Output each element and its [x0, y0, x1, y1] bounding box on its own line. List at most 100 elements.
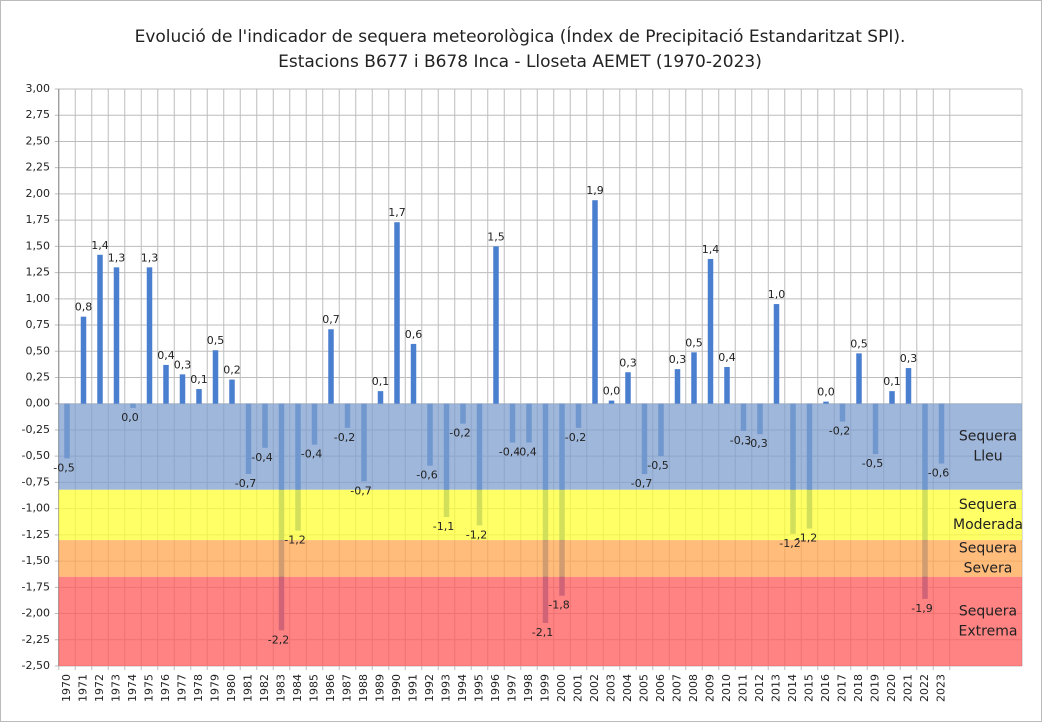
bar: [212, 350, 219, 404]
band-label: Lleu: [973, 449, 1002, 465]
data-label: 1,7: [388, 206, 406, 219]
x-tick-label: 2008: [687, 674, 700, 702]
x-tick-label: 2007: [671, 674, 684, 702]
bar: [377, 391, 384, 404]
x-tick-label: 1981: [242, 674, 255, 702]
y-tick-label: -1,50: [22, 554, 50, 567]
x-tick-label: 2002: [588, 674, 601, 702]
x-tick-label: 1982: [258, 674, 271, 702]
y-tick-label: 0,25: [26, 371, 51, 384]
data-label: -0,4: [515, 446, 536, 459]
x-tick-label: 1998: [522, 674, 535, 702]
data-label: 1,9: [586, 184, 604, 197]
data-label: -0,7: [235, 477, 256, 490]
data-label: 0,1: [372, 375, 390, 388]
x-tick-label: 2003: [605, 674, 618, 702]
data-label: 0,0: [121, 411, 139, 424]
data-label: -0,4: [251, 451, 272, 464]
x-tick-label: 1987: [341, 674, 354, 702]
y-tick-label: 0,50: [26, 344, 51, 357]
y-tick-label: 1,75: [26, 213, 51, 226]
data-label: -0,5: [647, 459, 668, 472]
y-tick-label: -2,50: [22, 659, 50, 672]
data-label: 0,0: [817, 386, 835, 399]
bar: [493, 246, 499, 404]
bar: [592, 200, 598, 404]
x-tick-label: 1989: [374, 674, 387, 702]
band-label: Sequera: [959, 497, 1017, 513]
x-tick-label: 1997: [506, 674, 519, 702]
x-tick-label: 2019: [869, 674, 882, 702]
data-label: 1,3: [108, 251, 126, 264]
x-tick-label: 1991: [407, 674, 420, 702]
x-tick-label: 1976: [159, 674, 172, 702]
band-label: Sequera: [959, 603, 1017, 619]
data-label: -0,2: [829, 425, 850, 438]
data-label: -0,6: [928, 467, 949, 480]
y-tick-label: -1,25: [22, 528, 50, 541]
y-tick-label: 0,75: [26, 318, 51, 331]
x-tick-label: 1999: [539, 674, 552, 702]
data-label: -0,3: [730, 434, 751, 447]
x-tick-label: 1978: [192, 674, 205, 702]
y-tick-label: -2,00: [22, 607, 50, 620]
y-tick-label: 1,50: [26, 239, 51, 252]
data-label: -1,2: [466, 528, 487, 541]
drought-band: [58, 489, 1022, 541]
y-tick-label: 2,00: [26, 187, 51, 200]
drought-band: [58, 540, 1022, 577]
bar: [773, 304, 780, 404]
x-tick-label: 1977: [176, 674, 189, 702]
x-tick-label: 2022: [918, 674, 931, 702]
x-tick-label: 1973: [110, 674, 123, 702]
x-tick-label: 1992: [423, 674, 436, 702]
data-label: 0,4: [157, 349, 175, 362]
bar: [394, 222, 400, 404]
bar: [625, 372, 631, 404]
y-tick-label: -0,25: [22, 423, 50, 436]
data-label: 1,4: [91, 239, 109, 252]
bar: [905, 368, 912, 404]
x-tick-label: 2011: [737, 674, 750, 702]
data-label: -0,4: [499, 446, 520, 459]
data-label: -0,2: [565, 431, 586, 444]
data-label: 0,2: [223, 364, 241, 377]
data-label: 0,7: [322, 313, 340, 326]
x-tick-label: 2013: [770, 674, 783, 702]
x-tick-label: 1996: [489, 674, 502, 702]
y-tick-label: 1,00: [26, 292, 51, 305]
labels: -0,50,81,41,30,01,30,40,30,10,50,2-0,7-0…: [53, 184, 1023, 646]
x-tick-label: 1974: [126, 674, 139, 702]
data-label: -0,5: [862, 457, 883, 470]
x-tick-label: 1986: [324, 674, 337, 702]
data-label: 0,1: [190, 373, 208, 386]
data-label: -0,3: [746, 437, 767, 450]
data-label: -0,5: [53, 461, 74, 474]
data-label: -1,2: [796, 532, 817, 545]
data-label: 0,3: [900, 352, 918, 365]
data-label: -0,2: [334, 431, 355, 444]
y-tick-label: 2,25: [26, 161, 51, 174]
data-label: -1,1: [433, 520, 454, 533]
bar: [691, 352, 697, 404]
x-tick-label: 2004: [621, 674, 634, 702]
bar: [146, 267, 153, 404]
data-label: 0,5: [850, 337, 868, 350]
bar: [113, 267, 120, 404]
data-label: -1,2: [284, 534, 305, 547]
data-label: -0,4: [301, 448, 322, 461]
y-tick-label: 2,50: [26, 134, 51, 147]
x-tick-label: 1975: [143, 674, 156, 702]
bar: [724, 367, 730, 404]
x-tick-label: 1983: [275, 674, 288, 702]
data-label: 0,0: [603, 385, 621, 398]
data-label: 0,5: [207, 334, 225, 347]
bar: [823, 401, 829, 404]
data-label: -1,2: [779, 537, 800, 550]
data-label: 0,3: [669, 353, 687, 366]
data-label: -2,1: [532, 626, 553, 639]
y-tick-label: -1,75: [22, 580, 50, 593]
x-tick-label: 1980: [225, 674, 238, 702]
data-label: -0,7: [350, 484, 371, 497]
